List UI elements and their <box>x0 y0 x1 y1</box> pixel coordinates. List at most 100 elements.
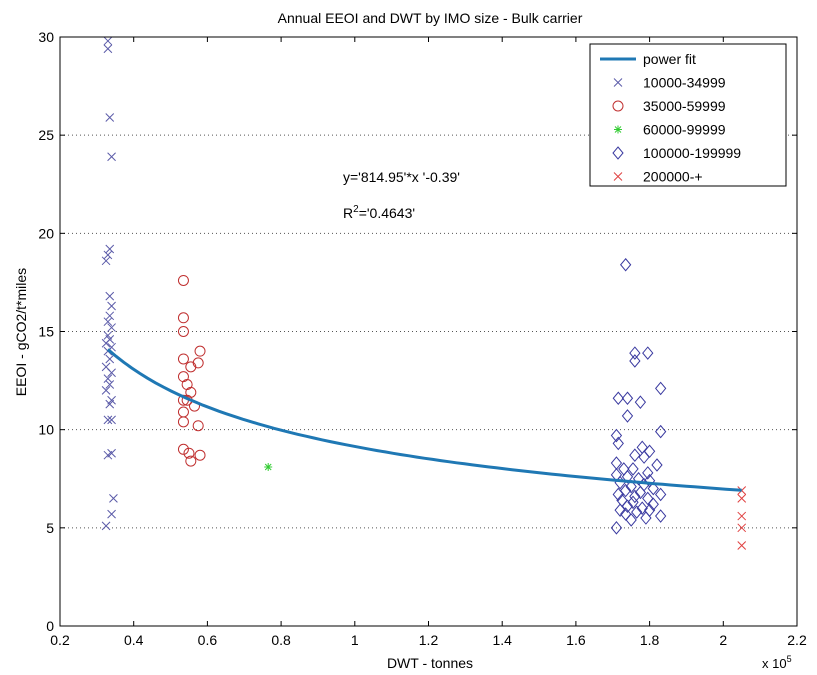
x-tick-label: 2 <box>719 632 727 648</box>
data-point <box>183 447 195 459</box>
y-tick-label: 30 <box>38 29 54 45</box>
y-tick-label: 20 <box>38 225 54 241</box>
data-point <box>640 511 652 525</box>
data-point <box>103 44 113 54</box>
power-fit-line <box>106 348 742 492</box>
data-point <box>737 523 747 533</box>
data-point <box>636 501 648 515</box>
data-point <box>264 462 273 471</box>
x-tick-label: 1.4 <box>492 632 512 648</box>
data-point <box>621 499 634 514</box>
data-point <box>737 486 747 495</box>
data-point <box>625 513 637 527</box>
data-point <box>109 494 118 503</box>
data-point <box>107 448 116 458</box>
data-point <box>103 415 113 425</box>
x-multiplier-label: x 105 <box>762 654 792 671</box>
legend-label: 10000-34999 <box>643 75 726 91</box>
legend: power fit 10000-34999 35000-59999 60000-999… <box>589 43 787 187</box>
grid-lines <box>60 134 797 529</box>
data-point <box>177 326 189 337</box>
data-point <box>629 489 641 504</box>
data-point <box>194 345 206 357</box>
data-point <box>103 374 113 383</box>
fit-equation: y='814.95'*x '-0.39' <box>343 169 460 185</box>
legend-label: 60000-99999 <box>643 122 726 138</box>
data-point <box>612 487 624 502</box>
data-point <box>107 509 116 519</box>
data-point <box>621 391 634 406</box>
x-tick-label: 2.2 <box>787 632 807 648</box>
data-point <box>621 409 634 423</box>
data-point <box>627 495 639 510</box>
data-point <box>105 380 115 389</box>
r-squared: R2='0.4643' <box>343 204 415 221</box>
data-point <box>185 361 197 373</box>
data-point <box>612 391 624 406</box>
y-tick-label: 5 <box>46 520 54 536</box>
data-point <box>638 450 650 464</box>
data-point <box>105 244 115 254</box>
data-point <box>651 458 663 472</box>
legend-label: power fit <box>643 51 696 67</box>
data-point <box>105 291 115 301</box>
data-point <box>103 36 113 46</box>
data-point <box>619 257 632 272</box>
data-point <box>655 509 667 523</box>
data-point <box>107 368 116 378</box>
x-tick-label: 0.8 <box>271 632 291 648</box>
data-point <box>614 503 626 517</box>
data-point <box>612 436 624 451</box>
data-point <box>634 485 647 500</box>
legend-label: 100000-199999 <box>643 145 741 161</box>
legend-label: 200000-+ <box>643 169 703 185</box>
data-point <box>647 497 659 512</box>
x-tick-label: 1.8 <box>640 632 660 648</box>
data-point <box>642 466 654 480</box>
data-point <box>101 256 111 266</box>
legend-swatch <box>613 78 623 87</box>
data-point <box>627 462 639 476</box>
data-point <box>737 511 747 521</box>
data-point <box>634 395 647 409</box>
data-point <box>107 152 116 162</box>
data-point <box>107 301 116 311</box>
data-point <box>101 338 111 348</box>
x-tick-label: 0.6 <box>198 632 218 648</box>
data-point <box>107 323 116 332</box>
chart-title: Annual EEOI and DWT by IMO size - Bulk c… <box>278 10 583 26</box>
legend-swatch <box>612 100 624 112</box>
power-fit <box>106 348 742 492</box>
x-tick-label: 0.2 <box>50 632 70 648</box>
data-point <box>177 443 189 455</box>
data-point <box>629 448 641 462</box>
data-point <box>629 354 641 368</box>
data-point <box>737 541 747 550</box>
y-tick-label: 15 <box>38 324 54 340</box>
data-point <box>619 483 632 498</box>
data-point <box>101 521 111 531</box>
data-point <box>177 353 189 365</box>
data-point <box>737 494 747 503</box>
legend-box <box>589 43 787 187</box>
data-point <box>647 481 659 496</box>
data-point <box>177 274 189 286</box>
data-point <box>105 311 115 321</box>
x-axis-label: DWT - tonnes <box>387 655 473 671</box>
data-point <box>103 250 113 260</box>
data-point <box>655 487 667 502</box>
data-point <box>194 449 206 461</box>
data-point <box>105 113 115 122</box>
y-axis-label: EEOI - gCO2/t*miles <box>13 268 29 396</box>
x-tick-label: 1.2 <box>419 632 439 648</box>
data-point <box>655 381 667 396</box>
data-point <box>629 346 641 360</box>
y-tick-label: 25 <box>38 127 54 143</box>
data-point <box>107 415 116 425</box>
data-point <box>192 420 204 432</box>
tick-labels: 0.2 0.4 0.6 0.8 1 1.2 1.4 1.6 1.8 2 2.2 0 5 10 15 20 25 3… <box>38 29 807 648</box>
data-point <box>105 354 115 364</box>
data-point <box>625 479 637 494</box>
data-point <box>177 312 189 324</box>
